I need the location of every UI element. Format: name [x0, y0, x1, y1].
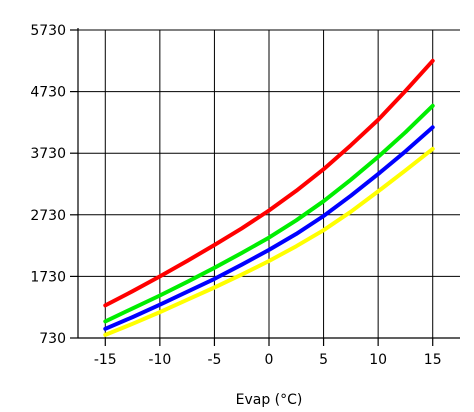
- y-tick-label-1: 1730: [30, 269, 66, 285]
- x-tick-label-6: 15: [424, 352, 442, 368]
- series-line-0: [103, 58, 435, 308]
- y-tick-label-3: 3730: [30, 146, 66, 162]
- x-tick-label-5: 10: [369, 352, 387, 368]
- x-tick-label-2: -5: [207, 352, 221, 368]
- y-tick-label-2: 2730: [30, 208, 66, 224]
- x-tick-label-0: -15: [94, 352, 117, 368]
- x-axis-title: Evap (°C): [236, 392, 303, 408]
- y-tick-label-5: 5730: [30, 23, 66, 39]
- series-line-3: [103, 146, 435, 337]
- series-line-2: [103, 125, 435, 331]
- x-tick-label-4: 5: [319, 352, 328, 368]
- x-tick-label-3: 0: [265, 352, 274, 368]
- y-tick-label-0: 730: [39, 331, 66, 347]
- x-tick-label-1: -10: [148, 352, 171, 368]
- series-line-1: [103, 103, 435, 324]
- y-tick-label-4: 4730: [30, 85, 66, 101]
